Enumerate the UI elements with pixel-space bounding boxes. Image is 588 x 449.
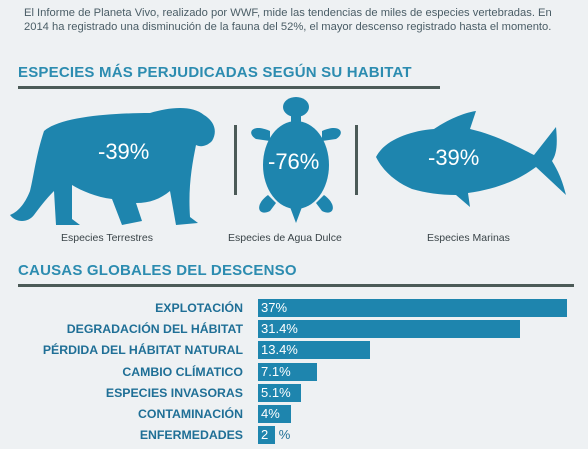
section-title-habitat: ESPECIES MÁS PERJUDICADAS SEGÚN SU HABIT… [18,64,412,81]
intro-text: El Informe de Planeta Vivo, realizado po… [24,7,552,33]
section-rule [18,86,440,89]
cause-label: PÉRDIDA DEL HÁBITAT NATURAL [42,343,243,358]
marine-label: Especies Marinas [427,232,510,244]
cause-bar [258,426,275,445]
causes-bar-chart: EXPLOTACIÓN 37% DEGRADACIÓN DEL HÁBITAT 31.… [0,299,588,449]
cause-bar [258,383,301,402]
habitat-panel: -39% -76% -39% Especies Terrestres Espec… [0,95,588,255]
section-rule [18,284,574,287]
cause-bar [258,405,292,423]
percent-sign: % [278,427,291,443]
cause-value-label: 37% [261,300,288,315]
marine-percent: -39% [428,145,480,170]
divider [234,125,237,195]
cause-bar [258,341,370,360]
cause-label: DEGRADACIÓN DEL HÁBITAT [66,322,243,337]
cause-value-label: 13.4% [261,342,298,358]
tiger-icon [10,108,215,225]
cause-label: CONTAMINACIÓN [138,407,243,421]
cause-bar [258,320,521,339]
cause-label: ENFERMEDADES [139,428,243,443]
cause-label: CAMBIO CLÍMATICO [122,364,243,379]
freshwater-percent: -76% [268,149,320,174]
terrestrial-percent: -39% [98,139,150,164]
cause-value-label: 4% [261,406,280,421]
cause-value-label: 31.4% [261,321,298,337]
cause-bar [258,362,318,381]
cause-value-label: 2 [261,427,269,443]
cause-label: EXPLOTACIÓN [155,301,243,315]
freshwater-label: Especies de Agua Dulce [228,232,342,244]
turtle-icon [251,97,341,223]
cause-label: ESPECIES INVASORAS [105,385,243,400]
cause-value-label: 7.1% [261,363,291,379]
habitat-icons [10,97,566,225]
cause-value-label: 5.1% [261,384,291,400]
terrestrial-label: Especies Terrestres [61,232,154,244]
divider [355,125,358,195]
tuna-icon [376,111,566,207]
section-title-causes: CAUSAS GLOBALES DEL DESCENSO [18,262,297,279]
cause-bar [258,299,567,317]
